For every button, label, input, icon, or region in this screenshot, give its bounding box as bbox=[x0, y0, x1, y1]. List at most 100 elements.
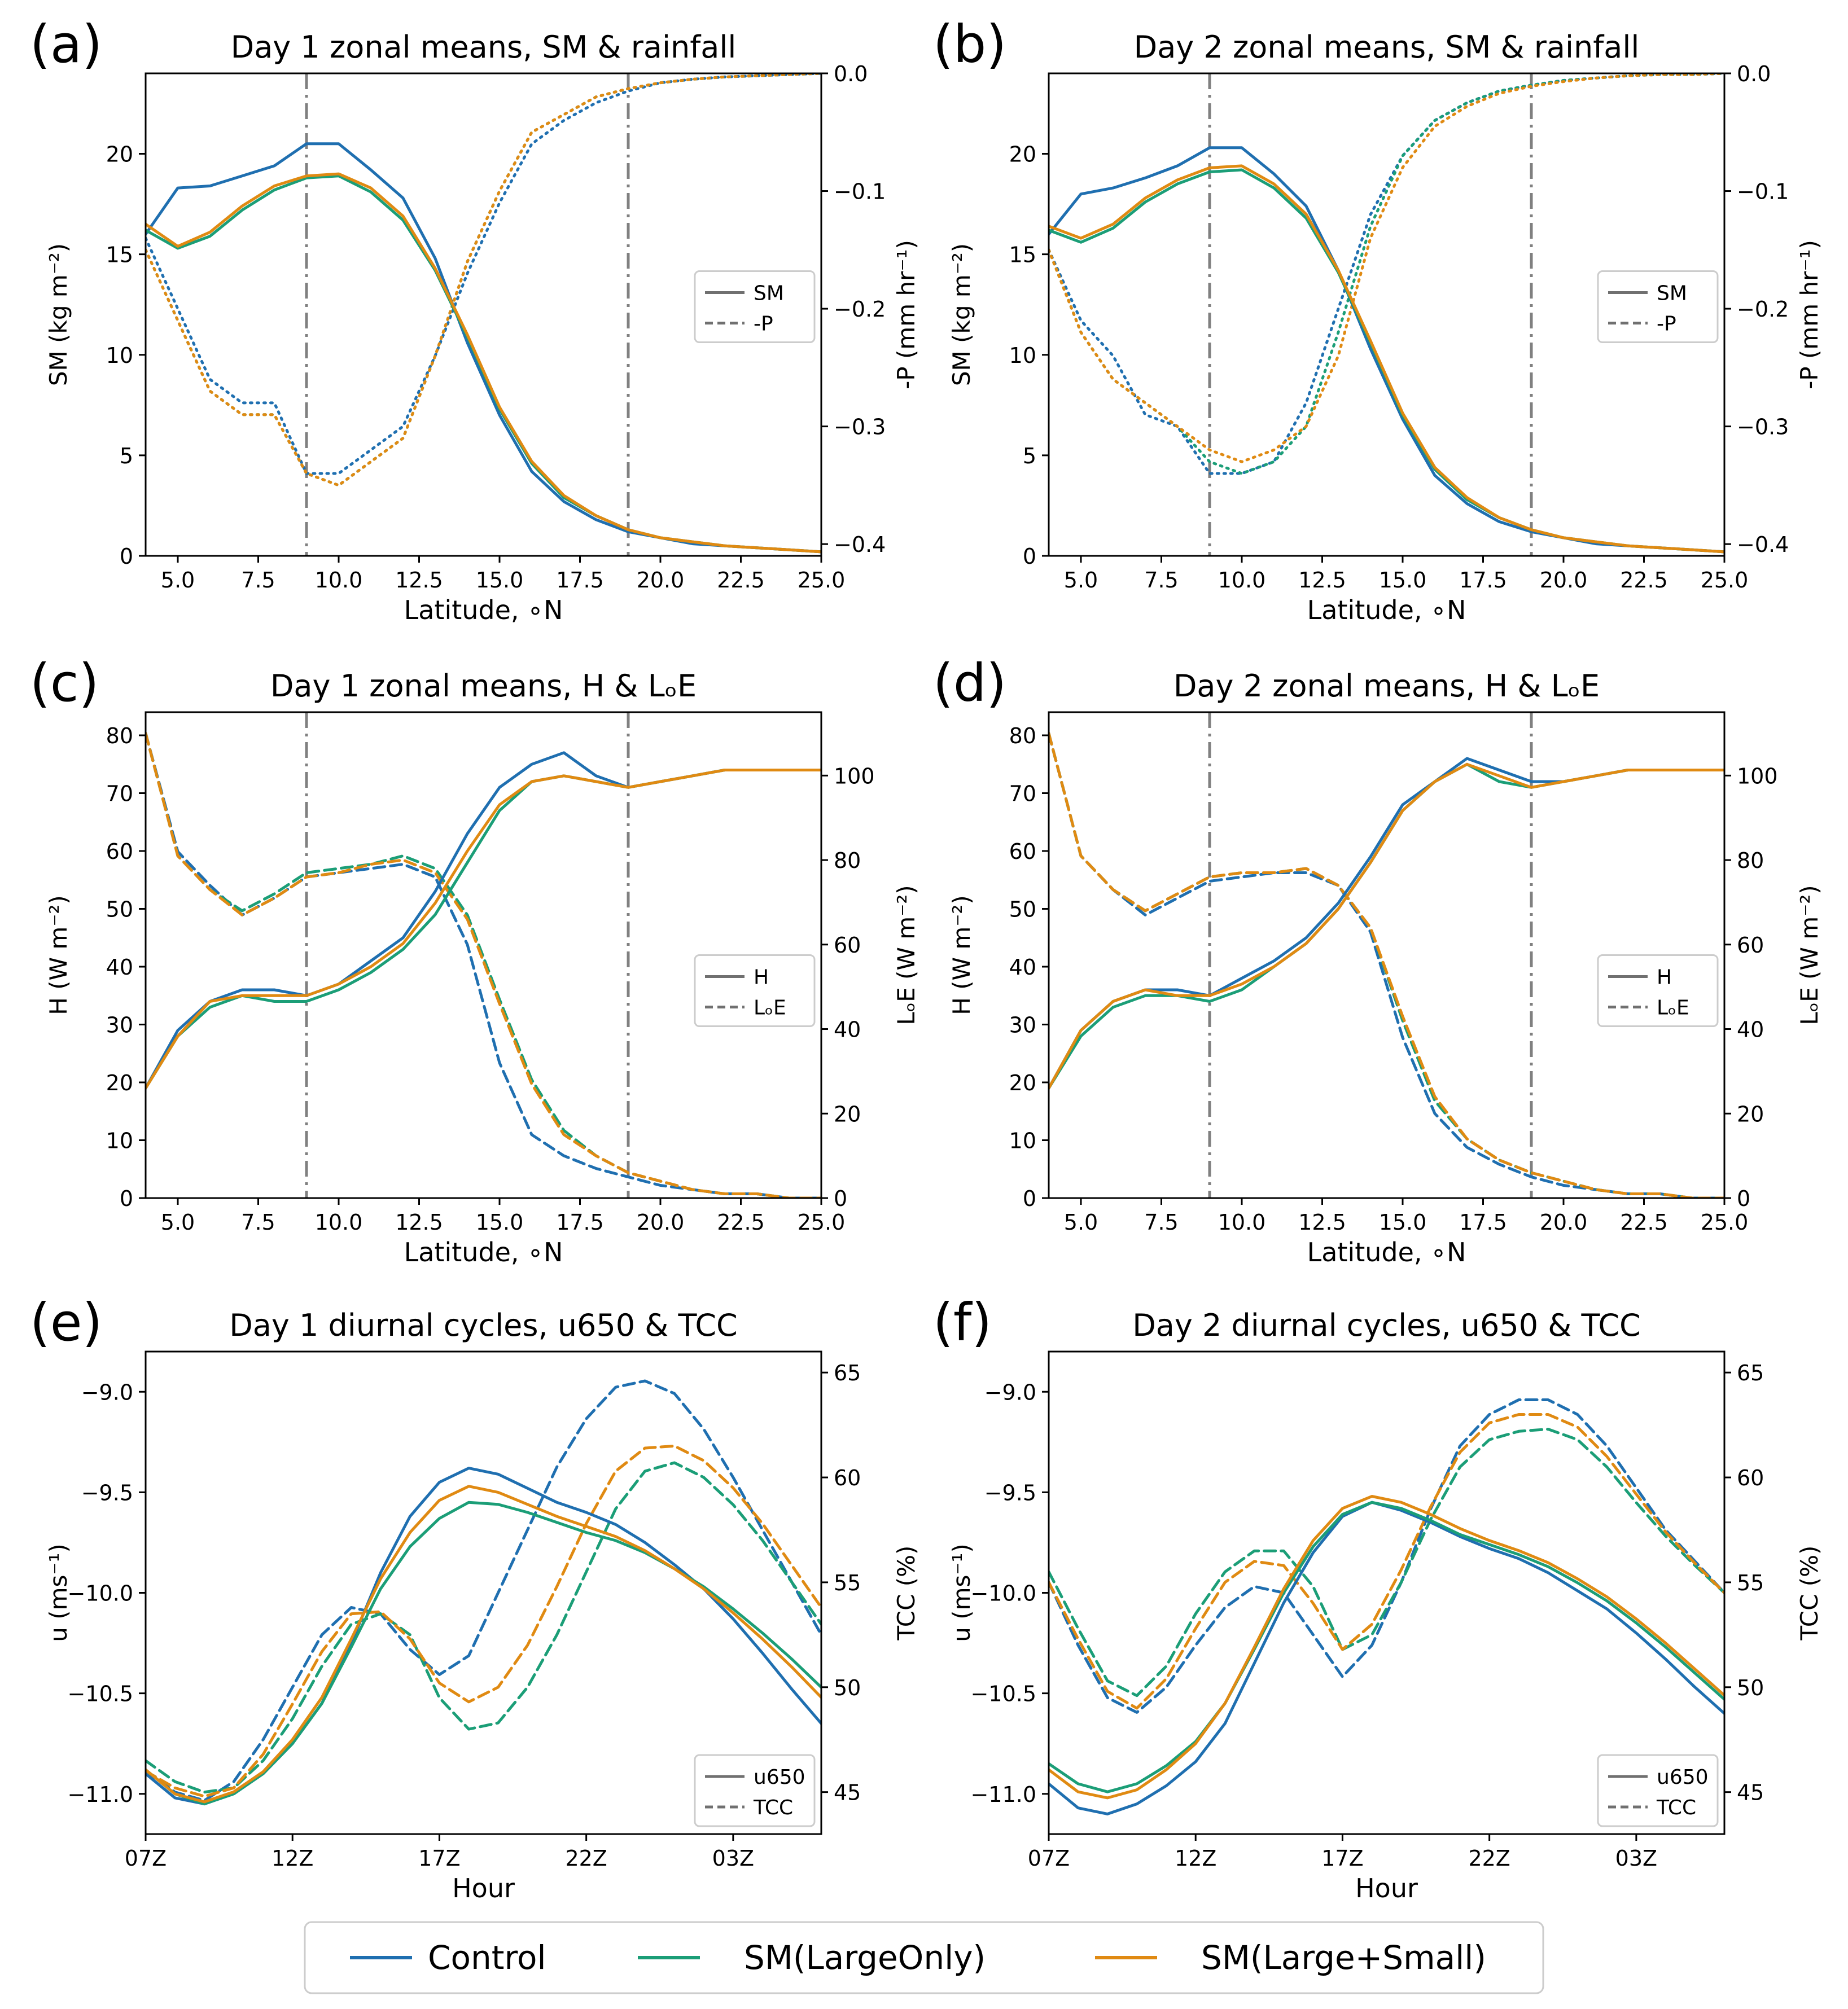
y-axis-label-left-d: H (W m⁻²) bbox=[948, 895, 975, 1015]
y-tick-label-right-f-0: 45 bbox=[1737, 1780, 1764, 1805]
y-tick-label-left-d-7: 70 bbox=[1009, 782, 1036, 806]
series-line-e-3 bbox=[146, 1379, 821, 1802]
y-tick-label-left-e-2: −10.0 bbox=[68, 1581, 133, 1606]
y-tick-label-left-e-0: −11.0 bbox=[68, 1782, 133, 1807]
x-axis-label-b: Latitude, ∘N bbox=[1307, 595, 1466, 625]
y-tick-label-left-c-1: 10 bbox=[106, 1129, 133, 1153]
panel-letter-c: (c) bbox=[30, 653, 99, 713]
x-tick-label-b-6: 20.0 bbox=[1540, 568, 1588, 593]
y-tick-label-right-d-4: 80 bbox=[1737, 848, 1764, 873]
x-tick-label-c-2: 10.0 bbox=[315, 1210, 363, 1235]
y-axis-label-right-b: -P (mm hr⁻¹) bbox=[1796, 240, 1823, 389]
panel-legend-c: H LₒE bbox=[694, 954, 816, 1027]
panel-legend-label-0-a: SM bbox=[754, 282, 784, 305]
x-tick-label-e-0: 07Z bbox=[125, 1846, 167, 1871]
plot-frame-d bbox=[1048, 711, 1726, 1199]
x-tick-label-b-1: 7.5 bbox=[1144, 568, 1178, 593]
x-tick-label-d-2: 10.0 bbox=[1218, 1210, 1266, 1235]
y-tick-label-left-c-6: 60 bbox=[106, 839, 133, 864]
panel-legend-label-1-f: TCC bbox=[1656, 1796, 1696, 1819]
y-tick-label-right-f-4: 65 bbox=[1737, 1361, 1764, 1385]
series-line-d-0 bbox=[1049, 757, 1724, 1090]
y-tick-label-left-e-4: −9.0 bbox=[81, 1380, 133, 1405]
y-tick-label-right-b-4: 0.0 bbox=[1737, 62, 1771, 86]
y-tick-label-right-e-2: 55 bbox=[834, 1571, 861, 1595]
y-tick-label-left-c-0: 0 bbox=[120, 1186, 133, 1211]
panel-title-c: Day 1 zonal means, H & LₒE bbox=[270, 668, 697, 704]
series-group-b bbox=[1049, 73, 1724, 554]
y-tick-label-right-d-1: 20 bbox=[1737, 1102, 1764, 1126]
y-tick-label-right-e-4: 65 bbox=[834, 1361, 861, 1385]
y-tick-label-left-a-4: 20 bbox=[106, 142, 133, 167]
x-tick-label-b-0: 5.0 bbox=[1064, 568, 1098, 593]
y-axis-label-left-f: u (ms⁻¹) bbox=[948, 1543, 975, 1642]
x-tick-label-f-4: 03Z bbox=[1615, 1846, 1657, 1871]
panel-legend-f: u650 TCC bbox=[1597, 1754, 1719, 1827]
series-line-e-0 bbox=[146, 1467, 821, 1806]
x-tick-label-a-3: 12.5 bbox=[395, 568, 443, 593]
panel-letter-b: (b) bbox=[933, 14, 1006, 74]
panel-letter-a: (a) bbox=[30, 14, 102, 74]
legend-label-control: Control bbox=[428, 1938, 546, 1977]
x-tick-label-b-2: 10.0 bbox=[1218, 568, 1266, 593]
panel-a: 5.0 7.5 10.0 12.5 15.0 17.5 20.0 22.5 25.0 0 5 10 15… bbox=[30, 14, 920, 625]
x-tick-label-b-3: 12.5 bbox=[1298, 568, 1346, 593]
x-tick-label-c-1: 7.5 bbox=[241, 1210, 275, 1235]
y-tick-label-left-b-4: 20 bbox=[1009, 142, 1036, 167]
x-tick-label-b-4: 15.0 bbox=[1379, 568, 1427, 593]
figure-legend: Control SM(LargeOnly) SM(Large+Small) bbox=[304, 1921, 1544, 1994]
x-tick-label-d-4: 15.0 bbox=[1379, 1210, 1427, 1235]
y-tick-label-left-c-5: 50 bbox=[106, 897, 133, 922]
panel-letter-d: (d) bbox=[933, 653, 1006, 713]
x-tick-label-a-2: 10.0 bbox=[315, 568, 363, 593]
panel-legend-label-0-b: SM bbox=[1657, 282, 1687, 305]
plot-frame-b bbox=[1048, 72, 1726, 557]
series-line-d-1 bbox=[1049, 762, 1724, 1090]
panel-legend-label-0-f: u650 bbox=[1657, 1766, 1709, 1789]
panel-legend-label-1-c: LₒE bbox=[754, 997, 786, 1020]
panel-letter-e: (e) bbox=[30, 1292, 102, 1353]
series-line-e-1 bbox=[146, 1501, 821, 1806]
x-tick-label-c-6: 20.0 bbox=[637, 1210, 685, 1235]
x-tick-label-f-1: 12Z bbox=[1175, 1846, 1216, 1871]
series-line-a-5 bbox=[146, 73, 821, 487]
y-tick-label-left-d-1: 10 bbox=[1009, 1129, 1036, 1153]
x-tick-label-f-0: 07Z bbox=[1028, 1846, 1070, 1871]
y-tick-label-left-c-2: 20 bbox=[106, 1071, 133, 1095]
panel-legend-e: u650 TCC bbox=[694, 1754, 816, 1827]
y-tick-label-left-c-4: 40 bbox=[106, 955, 133, 980]
x-tick-label-d-8: 25.0 bbox=[1701, 1210, 1749, 1235]
series-line-e-4 bbox=[146, 1461, 821, 1794]
x-axis-label-c: Latitude, ∘N bbox=[404, 1237, 563, 1267]
panel-legend-b: SM -P bbox=[1597, 270, 1719, 344]
series-line-c-5 bbox=[146, 731, 821, 1198]
y-tick-label-left-d-0: 0 bbox=[1023, 1186, 1036, 1211]
y-axis-label-right-c: LₒE (W m⁻²) bbox=[892, 885, 920, 1025]
y-tick-label-left-b-1: 5 bbox=[1023, 444, 1036, 468]
y-tick-label-right-a-1: −0.3 bbox=[834, 415, 886, 440]
y-tick-label-right-f-3: 60 bbox=[1737, 1466, 1764, 1490]
y-tick-label-right-a-2: −0.2 bbox=[834, 297, 886, 322]
panel-title-d: Day 2 zonal means, H & LₒE bbox=[1173, 668, 1600, 704]
y-tick-label-left-d-6: 60 bbox=[1009, 839, 1036, 864]
x-tick-label-d-6: 20.0 bbox=[1540, 1210, 1588, 1235]
series-line-f-5 bbox=[1049, 1413, 1724, 1710]
panel-legend-label-1-d: LₒE bbox=[1657, 997, 1689, 1020]
x-tick-label-a-4: 15.0 bbox=[476, 568, 524, 593]
series-line-a-1 bbox=[146, 174, 821, 554]
y-tick-label-right-d-0: 0 bbox=[1737, 1186, 1750, 1211]
x-tick-label-d-7: 22.5 bbox=[1620, 1210, 1668, 1235]
series-line-e-5 bbox=[146, 1444, 821, 1798]
x-axis-label-f: Hour bbox=[1355, 1873, 1418, 1903]
plot-frame-a bbox=[144, 72, 822, 557]
series-line-d-3 bbox=[1049, 731, 1724, 1198]
y-tick-label-left-d-4: 40 bbox=[1009, 955, 1036, 980]
y-axis-label-right-e: TCC (%) bbox=[892, 1546, 920, 1641]
y-tick-label-right-b-2: −0.2 bbox=[1737, 297, 1789, 322]
y-axis-label-right-d: LₒE (W m⁻²) bbox=[1796, 885, 1823, 1025]
series-line-a-0 bbox=[146, 142, 821, 554]
x-tick-label-b-7: 22.5 bbox=[1620, 568, 1668, 593]
y-axis-label-left-a: SM (kg m⁻²) bbox=[45, 243, 72, 386]
x-tick-label-d-5: 17.5 bbox=[1459, 1210, 1507, 1235]
